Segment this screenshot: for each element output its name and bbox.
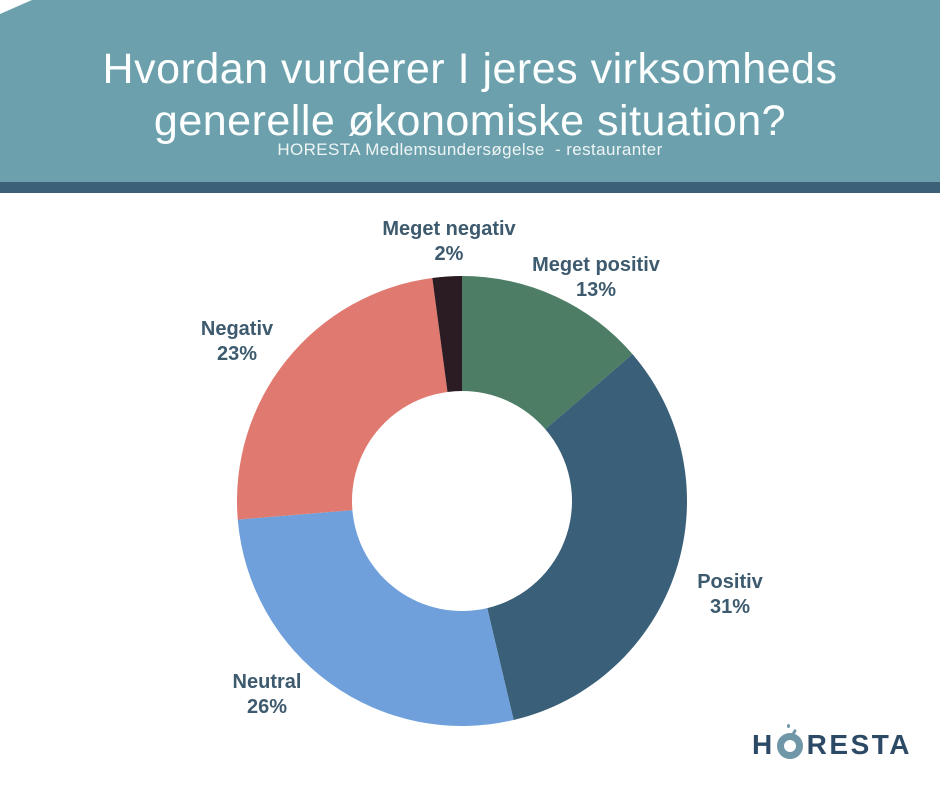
donut-chart xyxy=(237,276,687,726)
logo-text-h: H xyxy=(751,729,775,760)
label-meget-positiv-pct: 13% xyxy=(575,279,617,301)
label-meget-negativ-name: Meget negativ xyxy=(382,218,516,240)
label-neutral-name: Neutral xyxy=(232,671,302,693)
corner-notch xyxy=(0,0,32,14)
label-negativ-pct: 23% xyxy=(216,343,258,365)
logo-ring-o-icon xyxy=(776,724,803,759)
donut-slice-meget-negativ xyxy=(432,276,462,392)
label-positiv-name: Positiv xyxy=(697,571,763,593)
label-neutral-pct: 26% xyxy=(246,696,288,718)
logo-flame-icon xyxy=(789,728,797,739)
label-negativ-name: Negativ xyxy=(200,318,274,340)
label-neutral: Neutral 26% xyxy=(233,670,302,720)
donut-svg xyxy=(237,276,687,726)
page-subtitle: HORESTA Medlemsundersøgelse - restaurant… xyxy=(277,140,663,159)
header-band: Hvordan vurderer I jeres virksomheds gen… xyxy=(0,0,940,182)
horesta-logo: H RESTA xyxy=(751,724,912,760)
donut-slice-positiv xyxy=(487,354,687,720)
donut-slice-negativ xyxy=(237,277,448,520)
header-divider-stripe xyxy=(0,182,940,193)
donut-slice-neutral xyxy=(237,510,514,726)
label-meget-positiv: Meget positiv 13% xyxy=(532,253,660,303)
label-meget-negativ: Meget negativ 2% xyxy=(382,217,515,267)
label-positiv: Positiv 31% xyxy=(697,570,763,620)
page-title-line2: generelle økonomiske situation? xyxy=(153,96,787,145)
page-title-line1: Hvordan vurderer I jeres virksomheds xyxy=(102,45,838,93)
page-title: Hvordan vurderer I jeres virksomheds gen… xyxy=(0,44,940,147)
label-meget-positiv-name: Meget positiv xyxy=(532,254,660,276)
label-meget-negativ-pct: 2% xyxy=(434,243,464,265)
donut-slice-meget-positiv xyxy=(462,276,633,430)
label-positiv-pct: 31% xyxy=(709,596,751,618)
label-negativ: Negativ 23% xyxy=(201,317,273,367)
logo-flame-dot-icon xyxy=(786,724,790,728)
logo-text-resta: RESTA xyxy=(806,729,912,760)
